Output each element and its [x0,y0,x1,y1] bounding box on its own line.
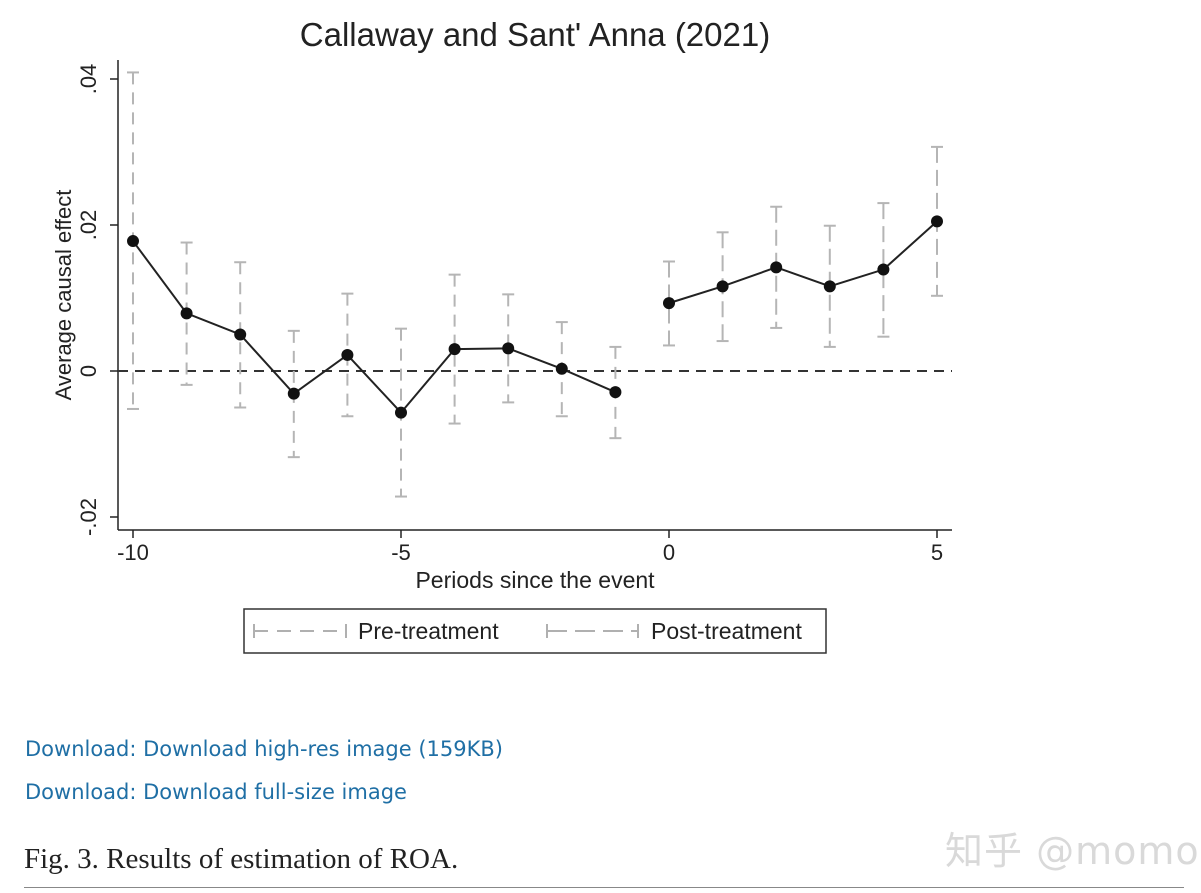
data-point [716,280,729,293]
data-point [555,362,568,375]
legend-key-post [546,624,639,638]
data-point [287,387,300,400]
series-line-pre [132,240,616,415]
legend-label-pre: Pre-treatment [358,618,499,644]
data-point [502,342,515,355]
data-point [127,235,139,248]
x-tick-label: -10 [117,540,149,565]
y-tick-label: -.02 [76,498,101,536]
x-tick-label: 5 [931,540,943,565]
figure-caption: Fig. 3. Results of estimation of ROA. [24,843,459,875]
legend-box [243,608,827,654]
series-line-post [668,220,938,305]
watermark: 知乎 @momo [945,829,1200,873]
x-tick-label: 0 [663,540,675,565]
legend: Pre-treatment Post-treatment [243,608,827,654]
data-point [180,307,193,320]
data-point [770,261,783,274]
data-point [609,386,622,399]
data-point [877,263,890,276]
x-axis-label: Periods since the event [415,567,655,593]
event-study-chart: Callaway and Sant' Anna (2021) -10 -5 0 5 -.… [51,16,952,654]
chart-title: Callaway and Sant' Anna (2021) [300,16,770,53]
data-point [931,215,943,228]
data-point [395,406,407,419]
legend-key-pre [253,624,347,638]
data-point [448,343,461,356]
download-highres-link[interactable]: Download: Download high-res image (159KB… [25,737,503,761]
x-tick-label: -5 [391,540,411,565]
series-lines [132,220,938,415]
confidence-intervals [127,71,943,498]
axes: -10 -5 0 5 -.02 0 .02 .04 [76,60,952,565]
legend-label-post: Post-treatment [651,618,802,644]
y-tick-label: 0 [76,365,101,377]
y-tick-label: .04 [76,64,101,95]
data-point [234,328,247,341]
data-point [823,280,836,293]
download-fullsize-link[interactable]: Download: Download full-size image [25,780,407,804]
y-tick-label: .02 [76,210,101,241]
data-point [341,348,354,361]
data-points [127,215,943,419]
data-point [663,297,675,310]
caption-divider [24,887,1184,888]
y-axis-label: Average causal effect [51,190,76,401]
